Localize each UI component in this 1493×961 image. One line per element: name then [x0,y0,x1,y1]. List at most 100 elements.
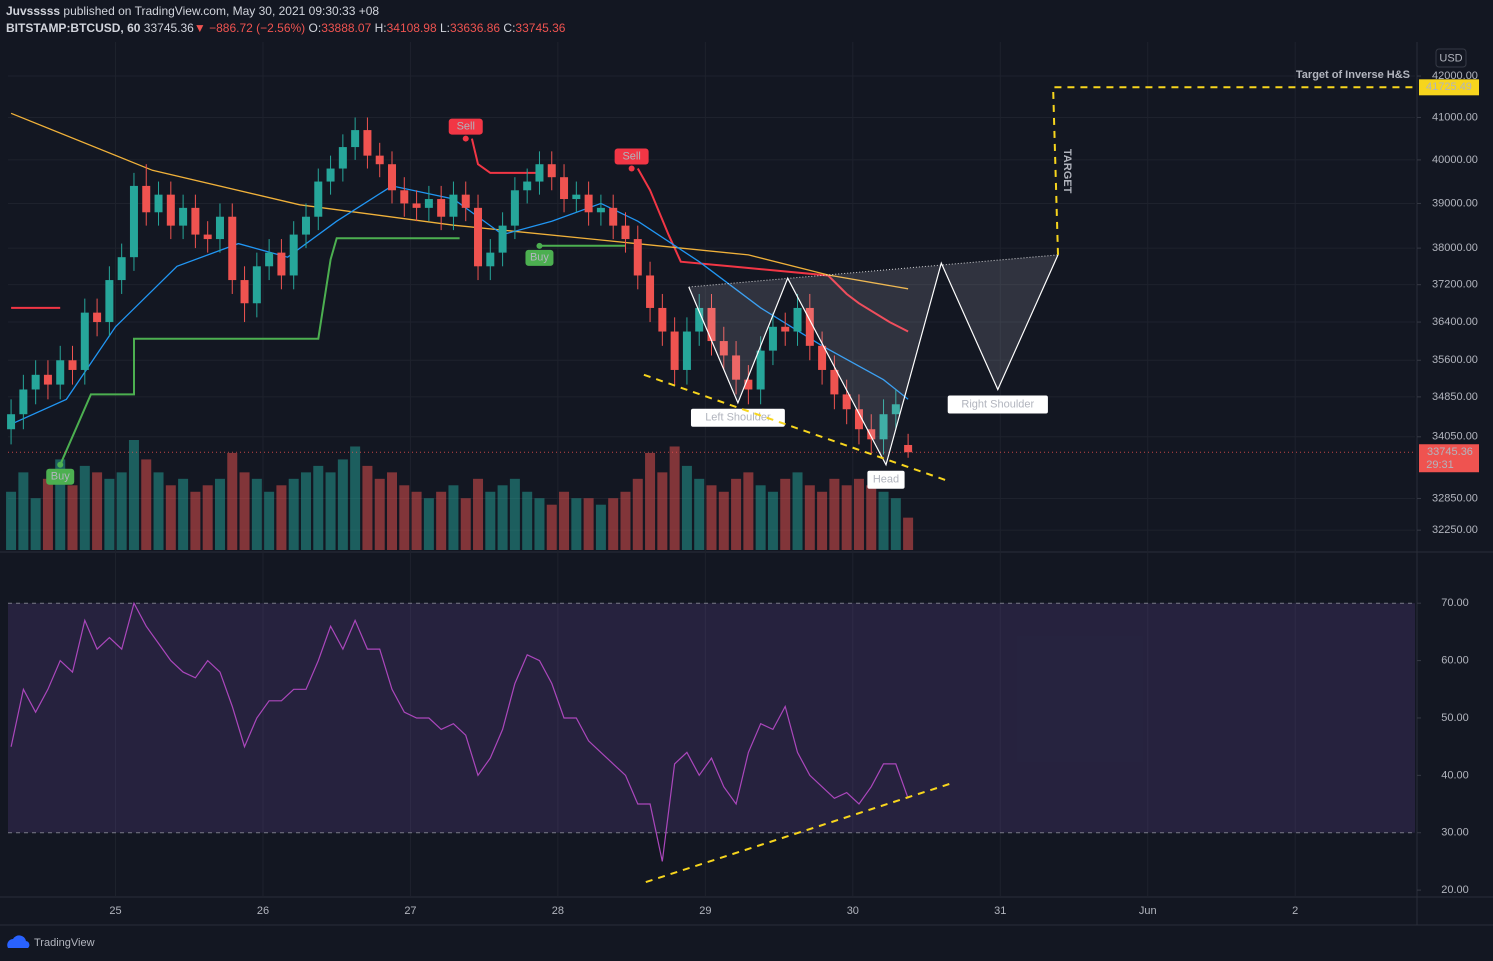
candle-body [191,207,200,235]
rsi-band [8,603,1415,833]
candle-body [854,409,863,430]
pattern-label-box [867,470,905,489]
volume-bar [202,485,213,550]
signal-label: Buy [530,252,549,264]
volume-bar [718,491,729,550]
candle-body [388,164,397,191]
volume-bar [6,491,17,550]
volume-bar [300,472,311,550]
candle-body [830,369,839,395]
volume-bar [522,491,533,550]
volume-bar [313,465,324,550]
candle-body [7,414,16,430]
y-tick-label: 32850.00 [1432,492,1478,504]
signal-point [462,135,469,142]
x-tick-label: 31 [994,905,1006,917]
pattern-line [688,254,1059,467]
candle-body [80,312,89,370]
high-label: H: [375,21,387,35]
y-tick-label: 34850.00 [1432,391,1478,403]
candle-body [154,194,163,213]
candle-body [117,257,126,281]
volume-bar [817,491,828,550]
volume-bar [706,485,717,550]
candle-body [756,350,765,390]
candle-body [424,199,433,208]
volume-bar [632,478,643,550]
candle-body [338,147,347,169]
volume-bar [276,485,287,550]
volume-bar [67,485,78,550]
volume-bar [227,452,238,550]
signal-point [628,165,635,172]
x-tick-label: 26 [257,905,269,917]
logo: TradingView [7,935,95,949]
volume-bar [178,478,189,550]
volume-bar [239,472,250,550]
pattern-label: Left Shoulder [705,412,771,424]
last-price-box [1419,444,1479,473]
volume-bar [337,459,348,550]
volume-bar [534,498,545,550]
volume-bar [411,491,422,550]
x-tick-label: 27 [404,905,416,917]
volume-bar [362,465,373,550]
signal-label: Buy [51,471,70,483]
signal-box [46,468,75,485]
y-tick-label: 50.00 [1441,712,1469,724]
volume-bar [608,498,619,550]
volume-bar [743,472,754,550]
candle-body [818,345,827,370]
volume-bar [42,478,53,550]
volume-bar [423,498,434,550]
volume-bar [214,478,225,550]
volume-bar [657,472,668,550]
x-tick-label: 30 [847,905,859,917]
candle-body [781,326,790,332]
target-title: Target of Inverse H&S [1296,69,1410,81]
currency: USD [1439,52,1462,64]
y-tick-label: 41000.00 [1432,111,1478,123]
candle-body [560,177,569,200]
volume-bar [829,478,840,550]
candle-body [31,374,40,390]
candle-body [682,331,691,370]
y-tick-label: 38000.00 [1432,242,1478,254]
volume-bar [903,517,914,550]
candle-body [658,307,667,332]
last-price: 33745.36 [144,21,194,35]
volume-bar [620,491,631,550]
candle-body [351,130,360,148]
candle-body [523,181,532,191]
candle-body [363,130,372,156]
volume-bar [755,485,766,550]
last-price-label: 33745.36 [1427,446,1473,458]
candle-body [695,307,704,332]
y-tick-label: 60.00 [1441,654,1469,666]
x-tick-label: Jun [1139,905,1157,917]
volume-bar [767,491,778,550]
volume-bar [792,472,803,550]
volume-bar [497,485,508,550]
candle-body [412,203,421,208]
candle-body [265,252,274,267]
volume-bar [694,478,705,550]
low-label: L: [440,21,450,35]
volume-bar [79,465,90,550]
y-tick-label: 37200.00 [1432,279,1478,291]
change-arrow: ▼ [194,21,206,35]
volume-bar [583,498,594,550]
volume-bar [374,478,385,550]
candle-body [719,341,728,356]
candle-body [547,164,556,178]
volume-bar [153,472,164,550]
target-label: TARGET [1061,149,1073,194]
trendline [643,373,947,482]
candle-body [498,225,507,253]
candle-body [129,185,138,258]
change: −886.72 (−2.56%) [209,21,305,35]
volume-bar [30,498,41,550]
volume-bar [559,491,570,550]
volume-bar [571,498,582,550]
